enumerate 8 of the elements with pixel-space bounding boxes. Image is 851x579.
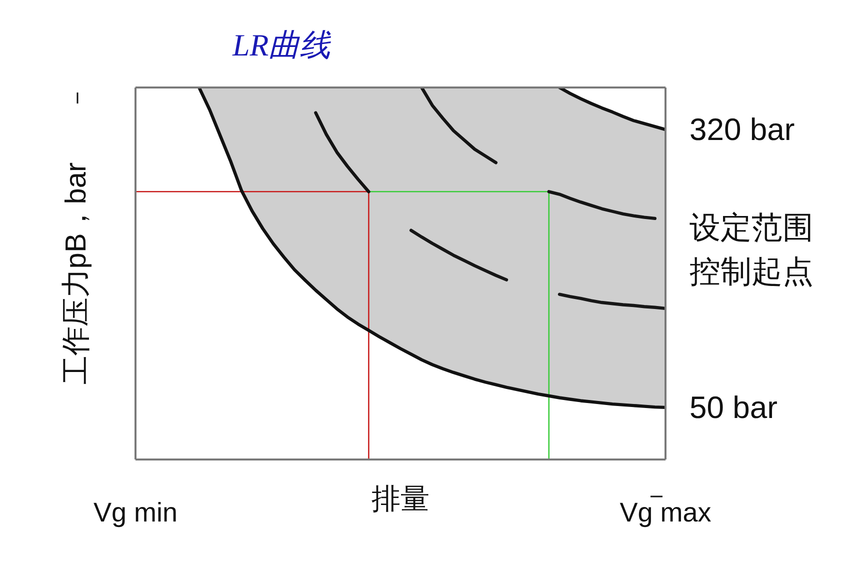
series-label: 50 bar: [690, 390, 778, 425]
text: 设定范围控制起点: [690, 210, 814, 289]
x-tick-label: Vg max: [620, 498, 712, 528]
y-axis-title: 工作压力pB，bar: [60, 162, 92, 385]
x-axis-title: 排量: [372, 484, 430, 516]
x-tick-label: Vg min: [93, 498, 178, 528]
series-label: 320 bar: [690, 112, 795, 148]
chart-title: LR曲线: [232, 28, 332, 62]
